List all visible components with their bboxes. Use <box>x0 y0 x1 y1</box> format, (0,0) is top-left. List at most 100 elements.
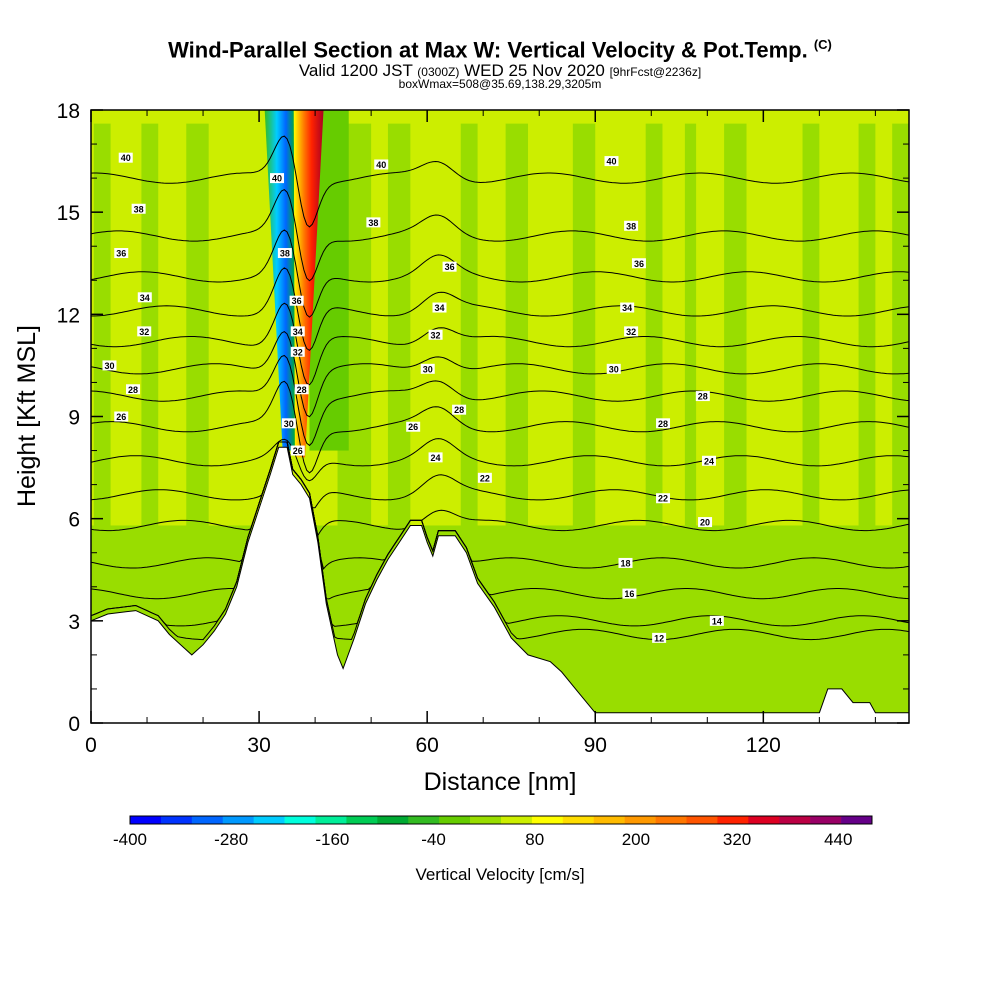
colorbar-swatch <box>593 816 625 824</box>
colorbar: -400 -280 -160 -40 80 200 320 440 <box>113 815 873 849</box>
contour-label-bg <box>624 220 639 231</box>
contour-label-bg <box>294 384 309 395</box>
contour-label: 26 <box>116 412 126 422</box>
contour-labels: 40 38 36 34 32 30 28 26 40 38 36 34 32 28 30 26 40 38 36 34… <box>102 152 724 643</box>
contour-label: 38 <box>626 221 636 231</box>
contour-label-bg <box>428 329 443 340</box>
theta-contour-26 <box>91 380 909 474</box>
theta-contour-16 <box>91 441 909 600</box>
y-tick-label: 18 <box>57 100 80 123</box>
colorbar-swatch <box>346 816 378 824</box>
colorbar-swatch <box>779 816 811 824</box>
weak-sinking-band <box>892 123 909 587</box>
contour-label-bg <box>406 421 421 432</box>
colorbar-swatch <box>624 816 656 824</box>
contour-label: 30 <box>609 364 619 374</box>
contour-label-bg <box>290 326 305 337</box>
colorbar-swatch <box>160 816 193 824</box>
colorbar-swatch <box>191 816 224 824</box>
contour-label: 30 <box>104 361 114 371</box>
weak-sinking-band <box>802 123 820 587</box>
theta-contour-14 <box>91 441 909 627</box>
colorbar-swatch <box>439 816 471 824</box>
x-tick-label: 0 <box>85 734 97 757</box>
y-tick-label: 0 <box>68 713 80 736</box>
x-axis-title: Distance [nm] <box>424 768 577 796</box>
contour-label-bg <box>698 517 713 528</box>
x-tick-label: 30 <box>247 734 270 757</box>
contour-label-bg <box>606 363 621 374</box>
contour-label: 36 <box>634 259 644 269</box>
contour-label-bg <box>477 472 492 483</box>
contour-label: 28 <box>454 405 464 415</box>
contour-label: 28 <box>658 419 668 429</box>
colorbar-tick-label: 440 <box>824 830 852 849</box>
colorbar-tick-label: 320 <box>723 830 751 849</box>
contour-label-bg <box>695 391 710 402</box>
contour-label: 28 <box>128 385 138 395</box>
contour-label-bg <box>618 557 633 568</box>
contour-label: 14 <box>712 616 722 626</box>
theta-contour-40 <box>91 135 909 228</box>
x-tick-label: 120 <box>746 734 781 757</box>
contour-label-bg <box>428 452 443 463</box>
contour-label-bg <box>114 411 129 422</box>
contour-label-bg <box>432 302 447 313</box>
contour-label: 34 <box>434 303 444 313</box>
colorbar-tick-label: -400 <box>113 830 147 849</box>
colorbar-swatch <box>841 816 873 824</box>
contour-label-bg <box>114 248 129 259</box>
contour-label-bg <box>289 295 304 306</box>
colorbar-swatch <box>810 816 842 824</box>
contour-label-bg <box>290 346 305 357</box>
contour-label: 40 <box>606 157 616 167</box>
contour-label-bg <box>270 173 285 184</box>
colorbar-swatch <box>222 816 254 824</box>
contour-label-bg <box>374 159 389 170</box>
contour-label: 34 <box>293 327 303 337</box>
colorbar-tick-label: -40 <box>421 830 446 849</box>
contour-label: 26 <box>293 446 303 456</box>
weak-sinking-band <box>460 123 478 587</box>
colorbar-tick-label: 200 <box>622 830 650 849</box>
weak-sinking-band <box>684 123 697 587</box>
contour-label: 36 <box>292 296 302 306</box>
contour-label: 32 <box>293 347 303 357</box>
weak-sinking-band <box>387 123 411 587</box>
contour-label: 36 <box>445 262 455 272</box>
contour-label-bg <box>631 258 646 269</box>
weak-sinking-band <box>93 123 111 587</box>
colorbar-swatch <box>253 816 285 824</box>
contour-label-bg <box>624 326 639 337</box>
chart-box-info: boxWmax=508@35.69,138.29,3205m <box>398 77 602 91</box>
colorbar-swatch <box>748 816 780 824</box>
potential-temperature-contours <box>91 135 909 641</box>
contour-label-bg <box>652 632 667 643</box>
chart-subtitle: Valid 1200 JST (0300Z) WED 25 Nov 2020 [… <box>298 61 702 80</box>
contour-label-bg <box>452 404 467 415</box>
contour-label-bg <box>137 326 152 337</box>
colorbar-tick-label: -280 <box>214 830 248 849</box>
colorbar-swatch <box>130 816 162 824</box>
colorbar-swatch <box>284 816 316 824</box>
contour-label-bg <box>277 248 292 259</box>
x-tick-label: 60 <box>415 734 438 757</box>
chart-title: Wind-Parallel Section at Max W: Vertical… <box>168 37 832 63</box>
theta-contour-28 <box>91 354 909 447</box>
contour-label: 32 <box>139 327 149 337</box>
theta-contour-34 <box>91 267 909 352</box>
colorbar-swatch <box>531 816 564 824</box>
y-tick-label: 3 <box>68 611 80 634</box>
contour-label-bg <box>126 384 141 395</box>
downdraft-plume <box>264 110 295 451</box>
contour-label: 30 <box>284 419 294 429</box>
contour-label: 38 <box>368 218 378 228</box>
contour-label-bg <box>656 493 671 504</box>
colorbar-tick-label: 80 <box>525 830 544 849</box>
colorbar-swatch <box>377 816 409 824</box>
contour-label-bg <box>656 418 671 429</box>
weak-sinking-band <box>572 123 596 587</box>
contour-label: 24 <box>704 456 714 466</box>
weak-sinking-band <box>505 123 529 587</box>
contour-label-bg <box>622 588 637 599</box>
